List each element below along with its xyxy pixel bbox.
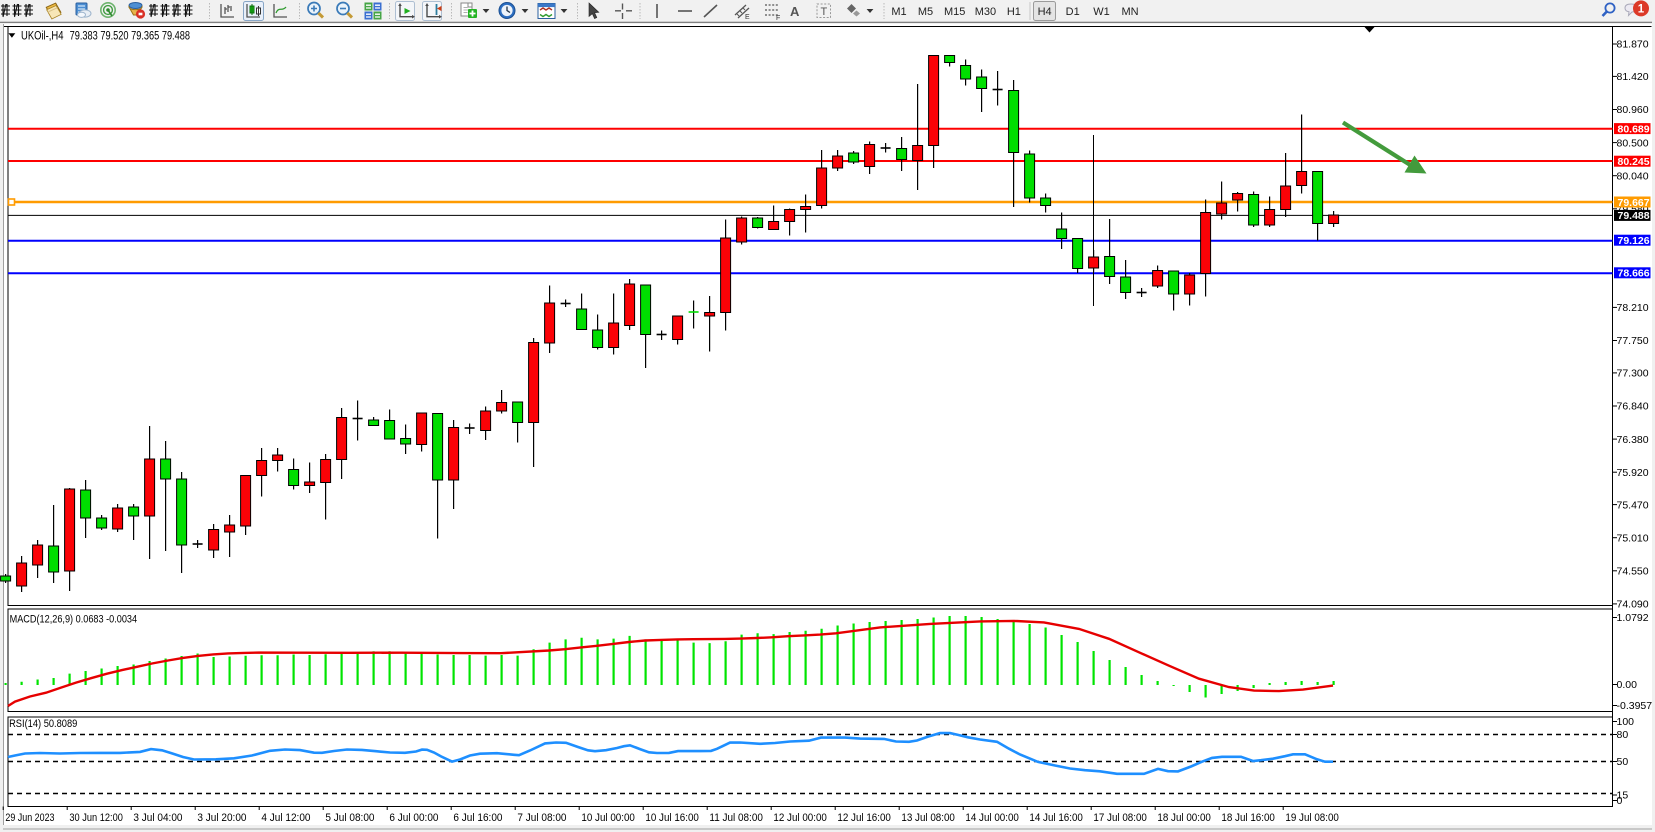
svg-text:F: F	[776, 15, 780, 22]
svg-text:W1: W1	[1093, 6, 1110, 18]
svg-text:H4: H4	[1038, 6, 1052, 18]
svg-text:T: T	[821, 6, 828, 18]
svg-text:80.960: 80.960	[1617, 104, 1649, 116]
svg-text:74.550: 74.550	[1617, 566, 1649, 578]
svg-text:80: 80	[1617, 729, 1629, 741]
svg-text:29 Jun 2023: 29 Jun 2023	[5, 812, 54, 824]
svg-text:3 Jul 20:00: 3 Jul 20:00	[197, 812, 246, 824]
svg-text:5 Jul 08:00: 5 Jul 08:00	[325, 812, 374, 824]
svg-text:MN: MN	[1121, 6, 1138, 18]
svg-text:M30: M30	[975, 6, 996, 18]
svg-text:19 Jul 08:00: 19 Jul 08:00	[1285, 812, 1339, 824]
svg-text:6 Jul 16:00: 6 Jul 16:00	[453, 812, 502, 824]
svg-text:4 Jul 12:00: 4 Jul 12:00	[261, 812, 310, 824]
svg-text:14 Jul 16:00: 14 Jul 16:00	[1029, 812, 1083, 824]
svg-text:77.750: 77.750	[1617, 335, 1649, 347]
svg-text:76.840: 76.840	[1617, 401, 1649, 413]
svg-text:H1: H1	[1007, 6, 1021, 18]
svg-text:E: E	[745, 14, 750, 21]
svg-text:50: 50	[1617, 756, 1629, 768]
svg-text:RSI(14) 50.8089: RSI(14) 50.8089	[9, 718, 77, 730]
svg-text:13 Jul 08:00: 13 Jul 08:00	[901, 812, 955, 824]
svg-text:74.090: 74.090	[1617, 599, 1649, 611]
svg-text:6 Jul 00:00: 6 Jul 00:00	[389, 812, 438, 824]
svg-text:80.689: 80.689	[1618, 123, 1650, 135]
svg-text:75.920: 75.920	[1617, 467, 1649, 479]
svg-text:3 Jul 04:00: 3 Jul 04:00	[133, 812, 182, 824]
svg-text:M1: M1	[891, 6, 906, 18]
svg-text:12 Jul 00:00: 12 Jul 00:00	[773, 812, 827, 824]
svg-text:0: 0	[1617, 795, 1623, 807]
svg-text:-0.3957: -0.3957	[1617, 700, 1653, 712]
svg-text:15: 15	[1617, 790, 1629, 802]
svg-text:81.420: 81.420	[1617, 71, 1649, 83]
svg-text:7 Jul 08:00: 7 Jul 08:00	[517, 812, 566, 824]
svg-text:UKOil-,H4: UKOil-,H4	[21, 30, 64, 42]
svg-text:17 Jul 08:00: 17 Jul 08:00	[1093, 812, 1147, 824]
svg-text:1.0792: 1.0792	[1617, 612, 1649, 624]
svg-text:78.666: 78.666	[1618, 268, 1650, 280]
svg-text:75.010: 75.010	[1617, 532, 1649, 544]
svg-text:18 Jul 00:00: 18 Jul 00:00	[1157, 812, 1211, 824]
svg-text:77.300: 77.300	[1617, 368, 1649, 380]
svg-text:76.380: 76.380	[1617, 434, 1649, 446]
svg-text:A: A	[790, 4, 800, 19]
svg-text:79.667: 79.667	[1618, 197, 1650, 209]
svg-text:30 Jun 12:00: 30 Jun 12:00	[69, 812, 123, 824]
svg-text:100: 100	[1617, 716, 1635, 728]
svg-text:75.470: 75.470	[1617, 499, 1649, 511]
svg-text:79.488: 79.488	[1618, 210, 1650, 222]
svg-text:80.245: 80.245	[1618, 156, 1650, 168]
svg-text:80.040: 80.040	[1617, 170, 1649, 182]
svg-text:1: 1	[1638, 3, 1645, 15]
svg-text:M15: M15	[944, 6, 965, 18]
svg-text:18 Jul 16:00: 18 Jul 16:00	[1221, 812, 1275, 824]
svg-text:M5: M5	[918, 6, 933, 18]
svg-text:0.00: 0.00	[1617, 679, 1638, 691]
svg-text:81.870: 81.870	[1617, 39, 1649, 51]
svg-text:79.383 79.520 79.365 79.488: 79.383 79.520 79.365 79.488	[70, 30, 190, 42]
svg-text:10 Jul 00:00: 10 Jul 00:00	[581, 812, 635, 824]
svg-text:11 Jul 08:00: 11 Jul 08:00	[709, 812, 763, 824]
svg-text:14 Jul 00:00: 14 Jul 00:00	[965, 812, 1019, 824]
svg-text:D1: D1	[1066, 6, 1080, 18]
svg-text:80.500: 80.500	[1617, 137, 1649, 149]
svg-text:MACD(12,26,9) 0.0683 -0.0034: MACD(12,26,9) 0.0683 -0.0034	[10, 614, 138, 626]
svg-text:78.210: 78.210	[1617, 302, 1649, 314]
svg-text:12 Jul 16:00: 12 Jul 16:00	[837, 812, 891, 824]
svg-text:10 Jul 16:00: 10 Jul 16:00	[645, 812, 699, 824]
svg-text:79.126: 79.126	[1618, 235, 1650, 247]
